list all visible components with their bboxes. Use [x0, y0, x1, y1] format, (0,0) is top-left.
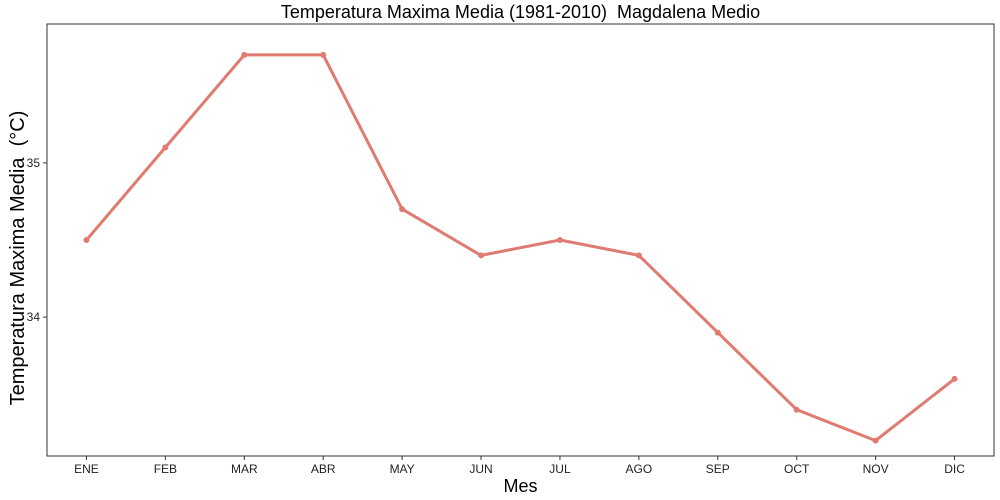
x-tick-label-nov: NOV	[863, 462, 889, 476]
data-point-feb	[162, 144, 169, 151]
y-tick-label: 34	[27, 310, 41, 324]
data-point-jun	[478, 252, 485, 259]
x-axis-title: Mes	[503, 476, 538, 496]
y-axis-ticks: 34 35	[27, 156, 47, 324]
data-point-jul	[556, 237, 563, 243]
x-tick-label-mar: MAR	[231, 462, 258, 476]
x-tick-label-oct: OCT	[784, 462, 810, 476]
y-axis-title: Temperatura Maxima Media (°C)	[7, 110, 29, 406]
x-tick-label-jul: JUL	[549, 462, 571, 476]
x-tick-label-jun: JUN	[469, 462, 492, 476]
x-tick-label-dic: DIC	[944, 462, 965, 476]
series-layer	[83, 51, 958, 444]
data-point-mar	[241, 51, 248, 58]
series-line	[85, 53, 956, 443]
data-point-nov	[872, 437, 879, 444]
data-point-abr	[320, 51, 327, 58]
x-tick-label-may: MAY	[390, 462, 415, 476]
x-tick-label-sep: SEP	[706, 462, 730, 476]
x-tick-label-ago: AGO	[626, 462, 653, 476]
x-tick-label-ene: ENE	[74, 462, 99, 476]
data-point-sep	[714, 329, 721, 336]
data-point-ene	[83, 237, 90, 243]
data-point-ago	[635, 252, 642, 259]
data-point-may	[399, 206, 406, 213]
data-point-oct	[793, 406, 800, 413]
y-tick-label: 35	[27, 156, 41, 170]
x-tick-label-abr: ABR	[311, 462, 336, 476]
plot-border	[46, 23, 995, 457]
x-axis-ticks: ENE FEB MAR ABR MAY JUN JUL AGO SEP OCT NOV DIC	[74, 456, 965, 476]
x-tick-label-feb: FEB	[154, 462, 177, 476]
data-point-dic	[951, 375, 958, 382]
chart-title: Temperatura Maxima Media (1981-2010) Mag…	[280, 2, 761, 22]
